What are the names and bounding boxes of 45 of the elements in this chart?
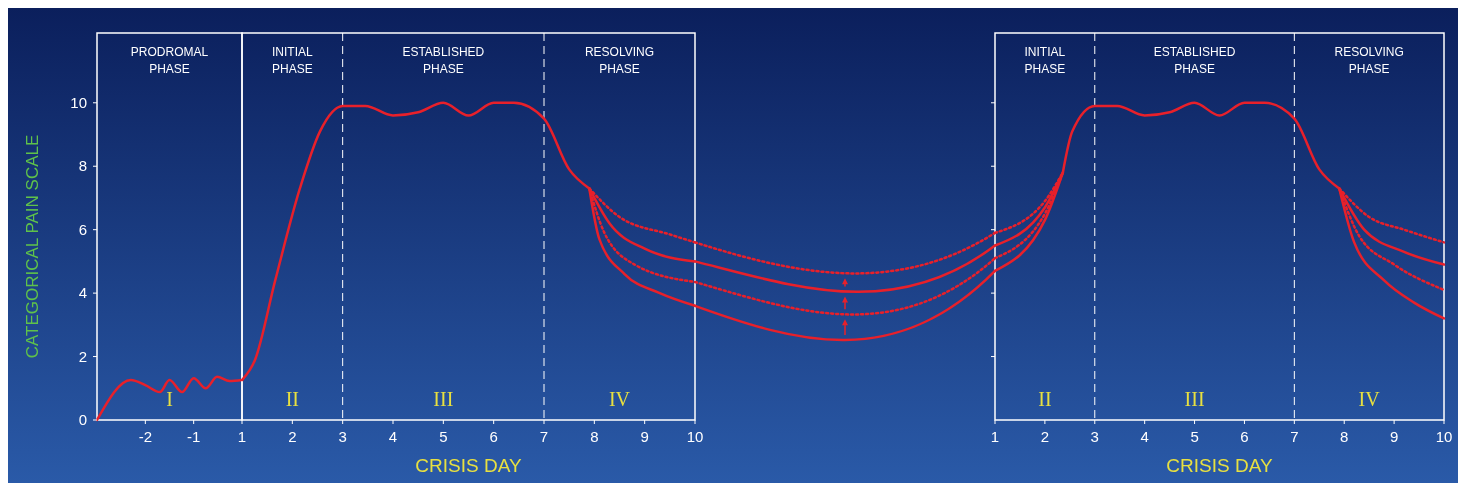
x-tick-label: -2: [138, 428, 153, 445]
x-tick-label: 8: [590, 428, 599, 445]
x-tick-label: 7: [1290, 428, 1299, 445]
x-tick-label: 10: [686, 428, 704, 445]
x-tick-label: 2: [288, 428, 297, 445]
x-tick-label: 4: [1140, 428, 1149, 445]
y-tick-label: 10: [70, 93, 87, 111]
annotation: RESOLVING PHASE: [1334, 45, 1404, 76]
x-tick-label: 1: [237, 428, 247, 445]
annotation: ESTABLISHED PHASE: [402, 45, 485, 76]
x-tick-label: 7: [539, 428, 549, 445]
annotation: III: [433, 388, 454, 410]
y-tick-label: 2: [78, 347, 87, 365]
x-tick-label: 5: [439, 428, 448, 445]
annotation: IV: [1358, 388, 1381, 410]
x-tick-label: 5: [1190, 428, 1199, 445]
x-tick-label: -1: [186, 428, 201, 445]
annotation: PRODROMAL PHASE: [130, 45, 209, 76]
x-tick-label: 6: [489, 428, 498, 445]
x-tick-label: 9: [640, 428, 649, 445]
x-tick-label: 9: [1389, 428, 1399, 445]
annotation: III: [1184, 388, 1205, 410]
y-axis-title: CATEGORICAL PAIN SCALE: [23, 134, 42, 359]
y-tick-label: 8: [78, 157, 87, 175]
x-tick-label: 8: [1340, 428, 1349, 445]
annotation: RESOLVING PHASE: [584, 45, 655, 76]
x-axis-title: CRISIS DAY: [415, 455, 522, 476]
x-tick-label: 2: [1040, 428, 1050, 445]
annotation: INITIAL PHASE: [1024, 45, 1066, 76]
annotation: I: [166, 388, 173, 410]
annotation: II: [1038, 388, 1052, 410]
y-tick-label: 4: [78, 284, 87, 302]
x-tick-label: 10: [1435, 428, 1453, 445]
annotation: INITIAL PHASE: [271, 45, 313, 76]
x-axis-title: CRISIS DAY: [1166, 455, 1273, 476]
x-tick-label: 3: [1090, 428, 1099, 445]
annotation: ESTABLISHED PHASE: [1153, 45, 1236, 76]
y-tick-label: 0: [78, 411, 87, 428]
x-tick-label: 1: [990, 428, 1000, 445]
x-tick-label: 6: [1240, 428, 1249, 445]
y-tick-label: 6: [78, 220, 87, 238]
x-tick-label: 3: [338, 428, 347, 445]
annotation: IV: [608, 388, 631, 410]
annotation: II: [285, 388, 299, 410]
x-tick-label: 4: [388, 428, 398, 445]
